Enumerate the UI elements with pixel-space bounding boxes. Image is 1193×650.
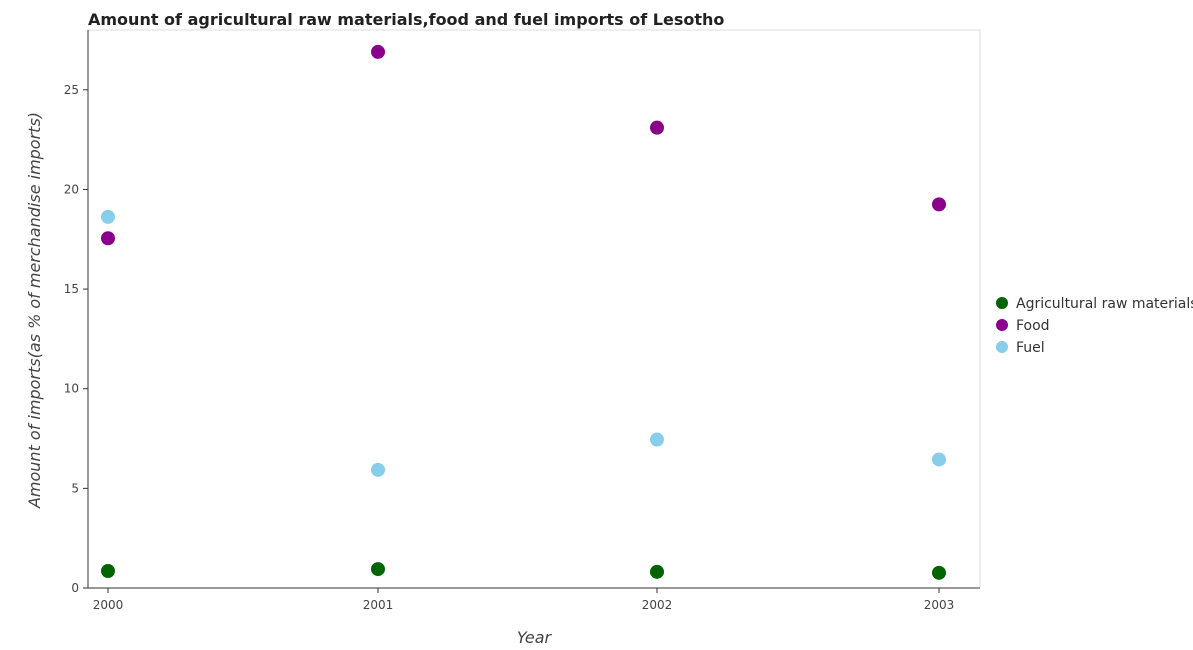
data-point [371,562,385,577]
x-tick-label: 2002 [642,598,673,612]
y-tick-label: 20 [64,182,79,196]
y-tick-label: 5 [71,481,79,495]
data-points [101,44,946,580]
y-tick-label: 0 [71,581,79,595]
y-tick-label: 25 [64,83,79,97]
legend-marker [996,341,1008,353]
data-point [101,231,115,246]
data-point [650,432,664,447]
data-point [932,197,946,212]
data-point [101,209,115,224]
legend-marker [996,319,1008,331]
x-axis-label: Year [517,628,553,647]
legend-label: Food [1016,318,1050,334]
data-point [932,452,946,467]
x-ticks: 2000 2001 2002 2003 [93,588,955,612]
data-point [650,564,664,579]
data-point [371,44,385,59]
y-tick-label: 10 [64,382,79,396]
y-tick-label: 15 [64,282,79,296]
x-tick-label: 2001 [363,598,394,612]
y-ticks: 0 5 10 15 20 25 [64,83,88,595]
data-point [650,120,664,135]
legend-label: Agricultural raw materials [1016,296,1193,312]
chart-title: Amount of agricultural raw materials,foo… [88,10,724,29]
data-point [101,564,115,579]
data-point [932,565,946,580]
legend-marker [996,297,1008,309]
x-tick-label: 2000 [93,598,124,612]
plot-area [87,29,981,589]
legend-label: Fuel [1016,340,1045,356]
data-point [371,462,385,477]
legend: Agricultural raw materials Food Fuel [996,296,1193,356]
x-tick-label: 2003 [924,598,955,612]
y-axis-label: Amount of imports(as % of merchandise im… [25,112,44,509]
